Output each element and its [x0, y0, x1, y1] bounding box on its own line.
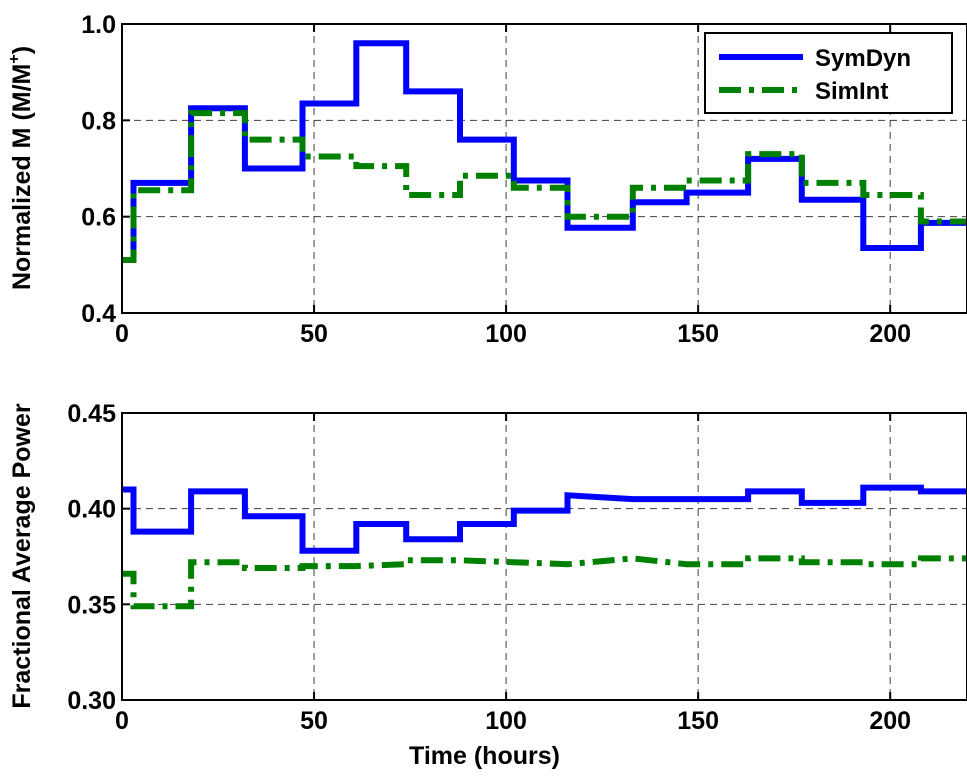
y-tick-label: 0.4: [81, 300, 116, 328]
y-tick-label: 0.6: [81, 204, 116, 232]
x-tick-label: 150: [677, 707, 719, 735]
y-tick-label: 0.30: [67, 687, 116, 715]
x-tick-label: 200: [869, 707, 911, 735]
y-tick-label: 0.45: [67, 400, 116, 428]
y-tick-label: 0.35: [67, 591, 116, 619]
x-tick-label: 50: [300, 320, 328, 348]
legend-label-symdyn: SymDyn: [815, 45, 911, 72]
x-tick-label: 0: [115, 707, 129, 735]
y-axis-label: Normalized M (M/M+): [6, 46, 36, 290]
legend-box: [704, 32, 953, 114]
series-line-symdyn: [122, 484, 967, 554]
x-tick-label: 100: [485, 320, 527, 348]
y-axis-label: Fractional Average Power: [8, 403, 36, 708]
legend-label-simint: SimInt: [815, 78, 888, 105]
series-line-simint: [122, 555, 967, 610]
axes-frame: [121, 412, 967, 701]
axes-frame: [121, 23, 967, 314]
y-tick-label: 0.40: [67, 496, 116, 524]
plot-area: [122, 413, 967, 700]
top-panel: 0 50 100 150 200 0.4 0.6 0.8 1.0 Normalized M (M/…: [6, 11, 967, 348]
x-tick-label: 150: [677, 320, 719, 348]
bottom-panel: 0 50 100 150 200 0.30 0.35 0.40 0.45 Fractional A…: [8, 400, 967, 770]
x-axis-label: Time (hours): [409, 742, 560, 770]
x-tick-label: 50: [300, 707, 328, 735]
x-tick-label: 0: [115, 320, 129, 348]
legend: SymDyn SimInt: [704, 32, 953, 114]
series-line-simint: [122, 110, 967, 263]
x-tick-label: 100: [485, 707, 527, 735]
x-tick-label: 200: [869, 320, 911, 348]
y-tick-label: 1.0: [81, 11, 116, 39]
y-tick-label: 0.8: [81, 107, 116, 135]
